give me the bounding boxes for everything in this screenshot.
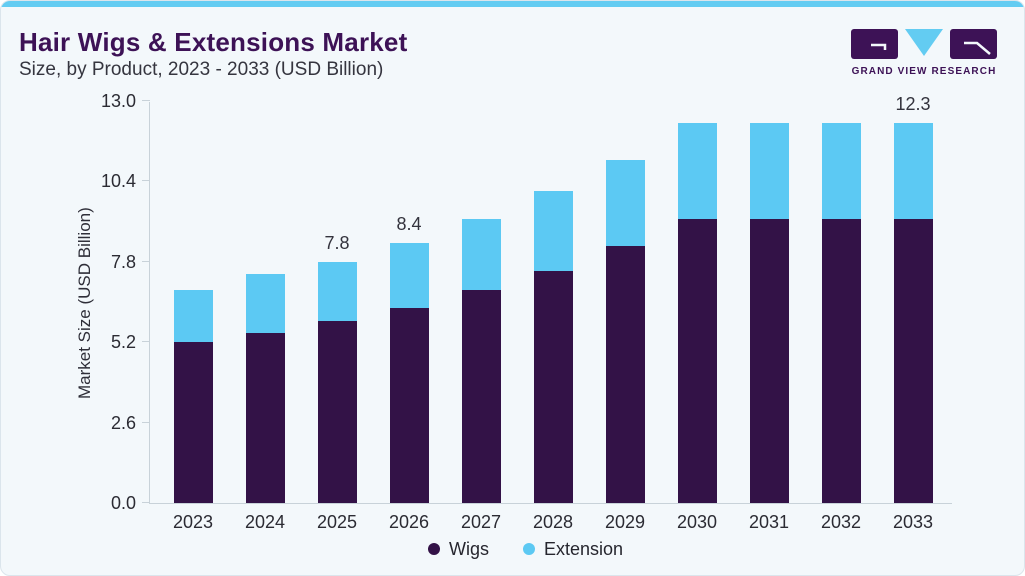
- y-tick-mark-13.0: [142, 100, 150, 101]
- bar-2029: [605, 159, 645, 503]
- grand-view-research-logo: GRAND VIEW RESEARCH: [851, 29, 997, 77]
- bar-2028-wigs-segment: [533, 271, 573, 503]
- bar-2031-extension-segment: [749, 122, 789, 219]
- bar-2031-wigs-segment: [749, 218, 789, 503]
- bar-2025-wigs-segment: [317, 320, 357, 503]
- bar-2029-extension-segment: [605, 159, 645, 247]
- chart-legend: Wigs Extension: [1, 537, 1024, 561]
- bar-2030: [677, 122, 717, 503]
- x-tick-label-2031: 2031: [748, 512, 790, 532]
- bar-2031: [749, 122, 789, 503]
- logo-wordmark: GRAND VIEW RESEARCH: [851, 66, 997, 77]
- chart-title: Hair Wigs & Extensions Market: [19, 27, 408, 57]
- logo-marks: [851, 29, 997, 59]
- bar-2024-wigs-segment: [245, 332, 285, 503]
- bar-2032-extension-segment: [821, 122, 861, 219]
- y-tick-label-5.2: 5.2: [110, 332, 136, 353]
- bar-2033-extension-segment: [893, 122, 933, 219]
- bar-2028-extension-segment: [533, 190, 573, 272]
- bar-2033: [893, 122, 933, 503]
- accent-top-strip: [1, 1, 1024, 7]
- bar-value-label-2025: 7.8: [324, 232, 350, 253]
- x-tick-label-2024: 2024: [244, 512, 286, 532]
- bar-2027-wigs-segment: [461, 289, 501, 503]
- legend-item-extension: Extension: [522, 538, 624, 560]
- y-tick-mark-10.4: [142, 180, 150, 182]
- bar-2024-extension-segment: [245, 274, 285, 333]
- bar-2024: [245, 274, 285, 503]
- y-tick-label-13.0: 13.0: [100, 91, 136, 111]
- x-tick-label-2029: 2029: [604, 512, 646, 532]
- bar-2032-wigs-segment: [821, 218, 861, 503]
- bar-2032: [821, 122, 861, 503]
- y-tick-label-7.8: 7.8: [110, 251, 136, 272]
- x-tick-label-2027: 2027: [460, 512, 502, 532]
- bar-value-label-2026: 8.4: [396, 214, 422, 235]
- bar-2023-extension-segment: [173, 289, 213, 343]
- legend-label-extension: Extension: [543, 538, 624, 559]
- plot-area: 0.0 2.6 5.2 7.8 10.4 13.0 2023 2024 2025 7.8 2026 8…: [101, 91, 952, 532]
- y-tick-label-0.0: 0.0: [110, 493, 136, 513]
- y-tick-mark-0.0: [142, 502, 150, 503]
- bar-2028: [533, 190, 573, 503]
- bar-value-label-2033: 12.3: [895, 93, 931, 114]
- bar-2026-extension-segment: [389, 243, 429, 309]
- bar-2025: [317, 261, 357, 503]
- logo-v-icon: [905, 29, 943, 56]
- legend-dot-extension-icon: [522, 543, 535, 555]
- legend-label-wigs: Wigs: [448, 538, 489, 559]
- bar-2029-wigs-segment: [605, 246, 645, 503]
- y-axis-title: Market Size (USD Billion): [75, 207, 94, 399]
- bar-2023: [173, 289, 213, 503]
- logo-r-icon: [950, 29, 997, 59]
- bar-2026-wigs-segment: [389, 308, 429, 503]
- bar-2030-wigs-segment: [677, 218, 717, 503]
- bar-2027-extension-segment: [461, 218, 501, 290]
- chart-subtitle: Size, by Product, 2023 - 2033 (USD Billi…: [19, 59, 384, 80]
- bar-2027: [461, 218, 501, 503]
- legend-dot-wigs-icon: [427, 543, 440, 555]
- y-tick-mark-2.6: [142, 421, 150, 423]
- y-tick-label-10.4: 10.4: [100, 171, 136, 192]
- y-tick-label-2.6: 2.6: [110, 412, 136, 433]
- y-tick-mark-7.8: [142, 260, 150, 262]
- bar-2026: [389, 243, 429, 503]
- x-tick-label-2023: 2023: [172, 512, 214, 532]
- x-tick-label-2032: 2032: [820, 512, 862, 532]
- bar-2033-wigs-segment: [893, 218, 933, 503]
- x-tick-label-2030: 2030: [676, 512, 718, 532]
- x-tick-label-2028: 2028: [532, 512, 574, 532]
- x-tick-label-2026: 2026: [388, 512, 430, 532]
- bar-2030-extension-segment: [677, 122, 717, 219]
- x-tick-label-2025: 2025: [316, 512, 358, 532]
- bar-2023-wigs-segment: [173, 342, 213, 503]
- x-tick-label-2033: 2033: [892, 512, 934, 532]
- y-tick-mark-5.2: [142, 341, 150, 343]
- bar-2025-extension-segment: [317, 261, 357, 321]
- legend-item-wigs: Wigs: [427, 538, 489, 560]
- logo-g-icon: [851, 29, 898, 59]
